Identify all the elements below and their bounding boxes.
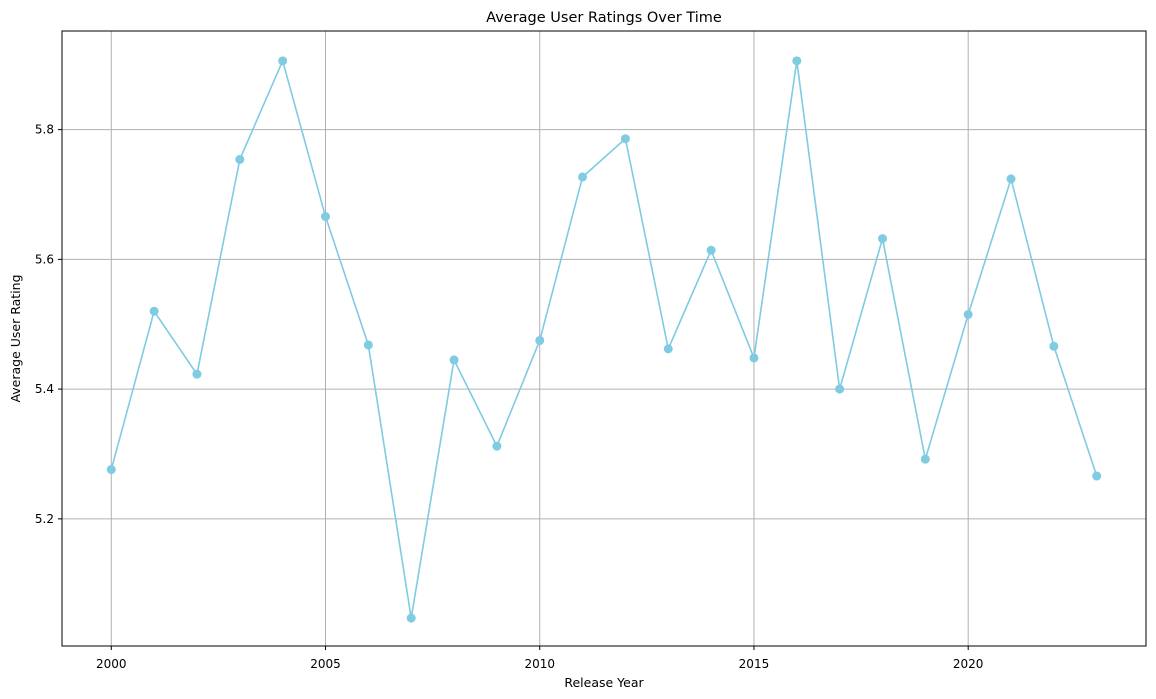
x-tick-label: 2005 bbox=[310, 657, 341, 671]
data-point bbox=[1092, 471, 1102, 481]
y-tick-label: 5.8 bbox=[35, 123, 54, 137]
data-point bbox=[620, 134, 630, 144]
data-point bbox=[920, 454, 930, 464]
data-point bbox=[706, 245, 716, 255]
series-line bbox=[110, 58, 1098, 619]
plot-frame bbox=[61, 30, 1147, 647]
y-tick-label: 5.2 bbox=[35, 512, 54, 526]
data-point bbox=[877, 234, 887, 244]
y-tick-label: 5.4 bbox=[35, 382, 54, 396]
data-point bbox=[406, 613, 416, 623]
data-point bbox=[749, 353, 759, 363]
data-point bbox=[535, 335, 545, 345]
x-tick-label: 2015 bbox=[739, 657, 770, 671]
data-point bbox=[578, 172, 588, 182]
data-point bbox=[278, 56, 288, 66]
grid bbox=[62, 31, 1146, 646]
data-point bbox=[363, 340, 373, 350]
data-point bbox=[149, 306, 159, 316]
data-point bbox=[449, 355, 459, 365]
x-tick-label: 2020 bbox=[953, 657, 984, 671]
x-axis: 2000 2005 2010 2015 2020 bbox=[96, 646, 983, 671]
data-point bbox=[235, 154, 245, 164]
data-point bbox=[1006, 174, 1016, 184]
data-point bbox=[792, 56, 802, 66]
data-point bbox=[963, 309, 973, 319]
data-point bbox=[492, 441, 502, 451]
x-tick-label: 2010 bbox=[524, 657, 555, 671]
series-layer bbox=[106, 56, 1102, 623]
x-axis-label: Release Year bbox=[564, 675, 644, 690]
data-point bbox=[321, 212, 331, 222]
data-point bbox=[192, 369, 202, 379]
data-point bbox=[663, 344, 673, 354]
data-point bbox=[1049, 341, 1059, 351]
y-tick-label: 5.6 bbox=[35, 252, 54, 266]
data-point bbox=[835, 384, 845, 394]
y-axis-label: Average User Rating bbox=[8, 274, 23, 402]
data-point bbox=[106, 465, 116, 475]
y-axis: 5.2 5.4 5.6 5.8 bbox=[35, 123, 62, 526]
chart-title: Average User Ratings Over Time bbox=[486, 10, 722, 26]
x-tick-label: 2000 bbox=[96, 657, 127, 671]
